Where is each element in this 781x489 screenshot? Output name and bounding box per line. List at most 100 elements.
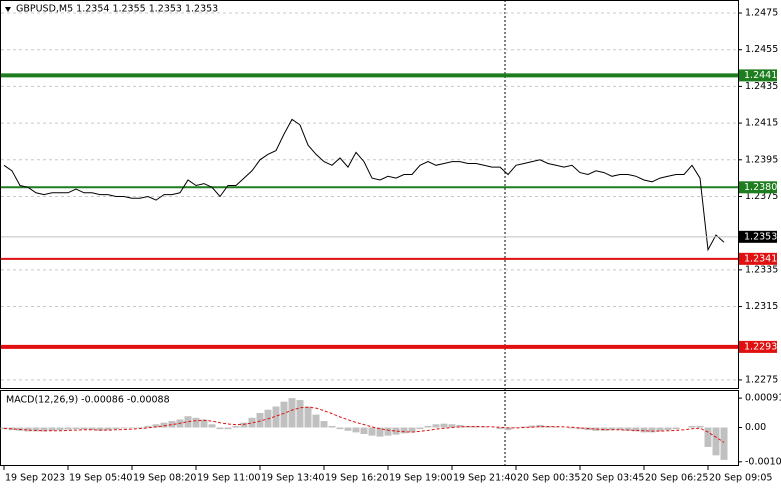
y-tick-label: 0.00: [745, 422, 766, 433]
macd-bar: [80, 427, 88, 430]
macd-bar: [152, 424, 160, 428]
macd-bar: [616, 427, 624, 431]
x-tick-label: 20 Sep 06:25: [645, 473, 708, 484]
macd-bar: [136, 426, 144, 428]
x-tick-label: 20 Sep 03:45: [581, 473, 644, 484]
macd-bar: [456, 424, 464, 428]
macd-bar: [232, 425, 240, 428]
current-price-box: [739, 230, 777, 243]
level-label: 1.2441: [744, 70, 777, 81]
macd-bar: [88, 427, 96, 431]
macd-bar: [24, 427, 32, 432]
macd-bar: [432, 424, 440, 428]
macd-bar: [184, 416, 192, 428]
y-tick-label: 1.2435: [745, 81, 778, 92]
level-label-box: [739, 340, 777, 353]
macd-bar: [160, 422, 168, 428]
macd-bar: [528, 425, 536, 428]
y-tick-label: 1.2415: [745, 118, 778, 129]
macd-bar: [248, 417, 256, 428]
chart-title: GBPUSD,M5 1.2354 1.2355 1.2353 1.2353: [16, 4, 218, 15]
x-tick-label: 19 Sep 19:00: [389, 473, 452, 484]
macd-bar: [256, 412, 264, 428]
macd-bar: [352, 427, 360, 433]
macd-bar: [240, 422, 248, 428]
x-tick-label: 19 Sep 21:40: [453, 473, 516, 484]
signal-line: [3, 406, 725, 443]
macd-bar: [64, 427, 72, 430]
y-tick-label: 1.2375: [745, 191, 778, 202]
macd-bar: [632, 427, 640, 432]
macd-bar: [408, 427, 416, 433]
macd-bar: [672, 427, 680, 430]
macd-bar: [648, 427, 656, 433]
level-label: 1.2380: [744, 182, 777, 193]
macd-bar: [448, 424, 456, 428]
macd-bar: [336, 427, 344, 430]
macd-bar: [288, 398, 296, 428]
macd-bar: [112, 427, 120, 430]
y-tick-label: 1.2335: [745, 264, 778, 275]
y-tick-label: 1.2455: [745, 44, 778, 55]
macd-bar: [72, 427, 80, 430]
macd-bar: [120, 427, 128, 429]
macd-bar: [384, 427, 392, 436]
level-label: 1.2293: [744, 341, 777, 352]
macd-bar: [392, 427, 400, 435]
macd-bar: [400, 427, 408, 434]
x-tick-label: 20 Sep 00:35: [517, 473, 580, 484]
y-tick-label: 0.00091: [745, 393, 781, 404]
macd-bar: [0, 427, 8, 430]
macd-bar: [720, 427, 728, 460]
macd-bar: [664, 427, 672, 431]
price-frame: [0, 0, 739, 389]
collapse-icon: [5, 7, 11, 12]
macd-bar: [472, 425, 480, 428]
level-label-box: [739, 252, 777, 265]
macd-bar: [440, 423, 448, 428]
x-tick-label: 19 Sep 13:40: [261, 473, 324, 484]
macd-bar: [624, 427, 632, 431]
macd-bar: [320, 421, 328, 428]
x-tick-label: 19 Sep 16:20: [325, 473, 388, 484]
x-tick-label: 19 Sep 11:00: [197, 473, 260, 484]
macd-bar: [344, 427, 352, 431]
y-tick-label: -0.00106: [745, 456, 781, 467]
macd-bar: [208, 424, 216, 428]
x-tick-label: 20 Sep 09:05: [709, 473, 772, 484]
macd-bar: [56, 427, 64, 431]
macd-bar: [656, 427, 664, 432]
macd-bar: [96, 427, 104, 431]
macd-bar: [296, 400, 304, 428]
macd-bar: [144, 425, 152, 428]
macd-bar: [688, 425, 696, 428]
macd-bar: [704, 427, 712, 447]
y-tick-label: 1.2275: [745, 374, 778, 385]
macd-bar: [48, 427, 56, 431]
macd-bar: [192, 417, 200, 428]
macd-bar: [8, 427, 16, 431]
x-tick-label: 19 Sep 2023: [5, 473, 65, 484]
macd-bar: [424, 425, 432, 428]
price-line: [3, 118, 725, 252]
macd-bar: [496, 427, 504, 430]
macd-bar: [504, 427, 512, 431]
macd-bar: [280, 401, 288, 428]
macd-bar: [360, 427, 368, 434]
macd-bar: [32, 427, 40, 432]
macd-bar: [640, 427, 648, 433]
macd-bar: [40, 427, 48, 432]
macd-bar: [104, 427, 112, 431]
macd-bar: [368, 427, 376, 436]
macd-bar: [328, 425, 336, 428]
macd-bar: [272, 406, 280, 428]
macd-bar: [696, 425, 704, 428]
macd-bar: [536, 424, 544, 428]
y-tick-label: 1.2315: [745, 301, 778, 312]
macd-bar: [376, 427, 384, 437]
macd-bar: [312, 414, 320, 428]
macd-bar: [168, 421, 176, 428]
macd-bar: [552, 426, 560, 428]
